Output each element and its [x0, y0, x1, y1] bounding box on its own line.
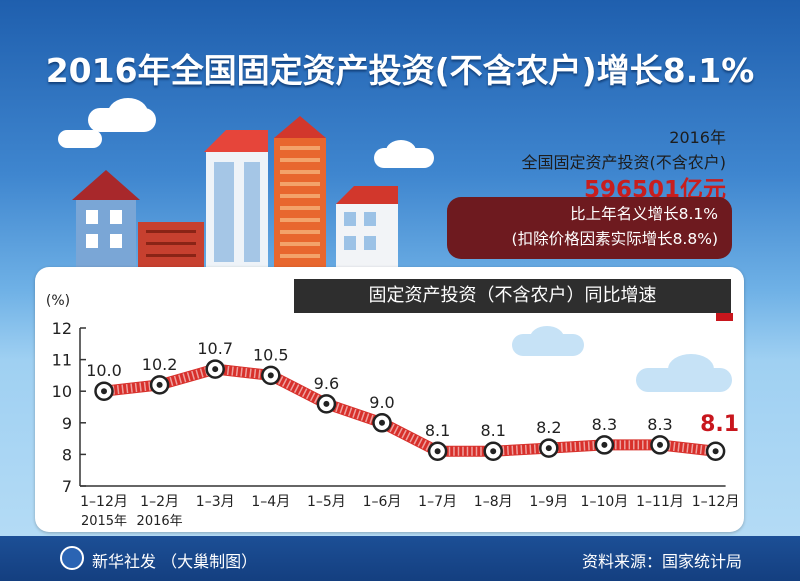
page-title: 2016年全国固定资产投资(不含农户)增长8.1%: [45, 51, 755, 90]
x-year-label: 2015年: [81, 514, 127, 529]
data-point-center: [212, 366, 219, 373]
data-label: 8.3: [592, 415, 617, 434]
growth-real: (扣除价格因素实际增长8.8%): [511, 230, 718, 248]
data-point-center: [657, 441, 663, 448]
y-tick-label: 11: [52, 351, 72, 370]
data-label: 10.7: [197, 339, 233, 358]
series-line: [103, 363, 717, 457]
data-point-center: [323, 400, 330, 407]
banner-accent: [716, 313, 733, 321]
data-label: 9.6: [314, 374, 339, 393]
footer-source: 资料来源：国家统计局: [581, 552, 742, 571]
x-tick-label: 1–3月: [196, 494, 235, 510]
data-label: 8.1: [700, 412, 739, 437]
data-label: 8.1: [480, 421, 505, 440]
x-tick-label: 1–12月: [692, 494, 740, 510]
data-label: 8.1: [425, 421, 450, 440]
data-label: 10.5: [253, 345, 289, 364]
data-point-center: [101, 388, 107, 395]
x-tick-label: 1–2月: [140, 494, 179, 510]
x-year-label: 2016年: [137, 514, 183, 529]
x-tick-label: 1–8月: [474, 494, 513, 510]
x-tick-label: 1–9月: [529, 494, 568, 510]
y-tick-label: 10: [52, 382, 72, 401]
data-label: 8.2: [536, 418, 561, 437]
data-label: 10.2: [142, 355, 178, 374]
xinhua-logo-icon: [60, 546, 84, 570]
data-label: 10.0: [86, 361, 122, 380]
y-tick-label: 8: [62, 445, 72, 464]
x-tick-label: 1–10月: [581, 494, 629, 510]
y-tick-label: 7: [62, 477, 72, 496]
growth-badge: 比上年名义增长8.1% (扣除价格因素实际增长8.8%): [447, 197, 732, 259]
buildings-illustration: [72, 116, 398, 270]
data-point-center: [379, 419, 385, 426]
data-point-center: [545, 445, 552, 452]
x-tick-label: 1–12月: [80, 494, 128, 510]
data-point-center: [156, 381, 163, 388]
x-tick-label: 1–4月: [251, 494, 290, 510]
data-label: 8.3: [647, 415, 672, 434]
y-tick-label: 12: [52, 319, 72, 338]
line-chart: (%) 7 8 9 10 11 12 10.0 10.2 10.7 10.5 9.6 9.0 8.1 8.1…: [46, 293, 740, 529]
data-point-center: [601, 441, 608, 448]
y-tick-label: 9: [62, 414, 72, 433]
y-axis-label: (%): [46, 293, 70, 309]
info-year: 2016年: [669, 128, 726, 147]
cloud-decoration: [58, 130, 102, 148]
data-label: 9.0: [369, 393, 394, 412]
info-label: 全国固定资产投资(不含农户): [521, 153, 727, 172]
data-point-center: [712, 448, 719, 455]
x-tick-label: 1–7月: [418, 494, 457, 510]
x-tick-label: 1–5月: [307, 494, 346, 510]
chart-title: 固定资产投资（不含农户）同比增速: [294, 279, 731, 313]
cloud-decoration: [108, 98, 148, 128]
data-point-center: [434, 448, 441, 455]
bottom-bar: [0, 536, 800, 581]
x-tick-label: 1–11月: [636, 494, 684, 510]
footer-credit: 新华社发 （大巢制图）: [92, 552, 258, 571]
data-point-center: [490, 448, 497, 455]
cloud-decoration: [668, 354, 714, 384]
cloud-decoration: [530, 326, 564, 350]
cloud-decoration: [386, 140, 416, 162]
data-point-center: [267, 372, 274, 379]
growth-nominal: 比上年名义增长8.1%: [570, 205, 718, 223]
x-tick-label: 1–6月: [363, 494, 402, 510]
